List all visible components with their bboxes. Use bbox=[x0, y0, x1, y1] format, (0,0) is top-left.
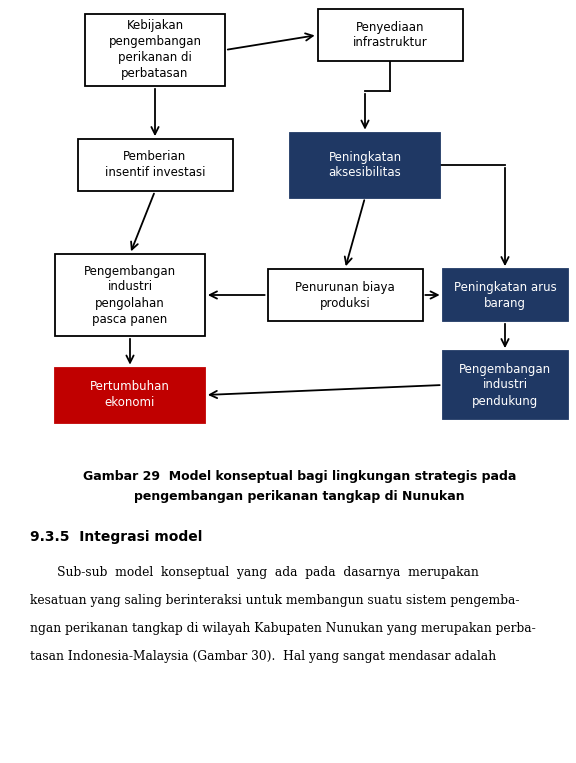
FancyBboxPatch shape bbox=[442, 269, 567, 321]
FancyBboxPatch shape bbox=[55, 254, 205, 336]
FancyBboxPatch shape bbox=[267, 269, 423, 321]
Text: Peningkatan
aksesibilitas: Peningkatan aksesibilitas bbox=[328, 150, 401, 179]
Text: Pengembangan
industri
pengolahan
pasca panen: Pengembangan industri pengolahan pasca p… bbox=[84, 265, 176, 326]
Text: Penurunan biaya
produksi: Penurunan biaya produksi bbox=[295, 281, 395, 310]
Text: 9.3.5  Integrasi model: 9.3.5 Integrasi model bbox=[30, 530, 202, 544]
FancyBboxPatch shape bbox=[317, 9, 463, 61]
Text: pengembangan perikanan tangkap di Nunukan: pengembangan perikanan tangkap di Nunuka… bbox=[134, 490, 465, 503]
Text: tasan Indonesia-Malaysia (Gambar 30).  Hal yang sangat mendasar adalah: tasan Indonesia-Malaysia (Gambar 30). Ha… bbox=[30, 650, 497, 663]
Text: kesatuan yang saling berinteraksi untuk membangun suatu sistem pengemba-: kesatuan yang saling berinteraksi untuk … bbox=[30, 594, 520, 607]
FancyBboxPatch shape bbox=[442, 351, 567, 419]
Text: Peningkatan arus
barang: Peningkatan arus barang bbox=[454, 281, 556, 310]
Text: Pemberian
insentif investasi: Pemberian insentif investasi bbox=[105, 150, 205, 179]
Text: Gambar 29  Model konseptual bagi lingkungan strategis pada: Gambar 29 Model konseptual bagi lingkung… bbox=[83, 470, 516, 483]
Text: ngan perikanan tangkap di wilayah Kabupaten Nunukan yang merupakan perba-: ngan perikanan tangkap di wilayah Kabupa… bbox=[30, 622, 536, 635]
FancyBboxPatch shape bbox=[78, 139, 233, 191]
Text: Pengembangan
industri
pendukung: Pengembangan industri pendukung bbox=[459, 362, 551, 407]
Text: Penyediaan
infrastruktur: Penyediaan infrastruktur bbox=[353, 21, 427, 50]
FancyBboxPatch shape bbox=[55, 368, 205, 423]
Text: Pertumbuhan
ekonomi: Pertumbuhan ekonomi bbox=[90, 381, 170, 410]
FancyBboxPatch shape bbox=[85, 14, 225, 86]
Text: Sub-sub  model  konseptual  yang  ada  pada  dasarnya  merupakan: Sub-sub model konseptual yang ada pada d… bbox=[30, 566, 479, 579]
Text: Kebijakan
pengembangan
perikanan di
perbatasan: Kebijakan pengembangan perikanan di perb… bbox=[108, 20, 202, 81]
FancyBboxPatch shape bbox=[290, 133, 440, 198]
